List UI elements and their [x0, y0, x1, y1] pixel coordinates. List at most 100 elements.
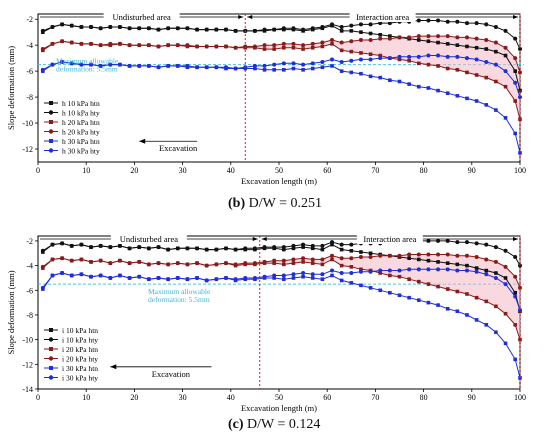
data-point — [98, 258, 103, 263]
data-point — [320, 257, 325, 262]
data-point — [474, 21, 479, 26]
data-point — [204, 263, 209, 268]
data-point — [484, 75, 489, 80]
data-point — [301, 47, 305, 51]
data-point — [50, 24, 55, 29]
data-point — [320, 44, 325, 49]
data-point — [494, 271, 498, 275]
data-point — [359, 283, 363, 288]
data-point — [518, 308, 522, 313]
data-point — [493, 62, 498, 67]
data-point — [518, 151, 522, 155]
data-point — [89, 62, 94, 67]
data-point — [223, 246, 228, 251]
data-point — [185, 26, 190, 31]
data-point — [108, 24, 113, 29]
arrow-head — [252, 237, 258, 241]
legend-marker — [48, 337, 54, 342]
data-point — [291, 257, 296, 262]
data-point — [358, 22, 363, 27]
data-point — [455, 43, 460, 47]
data-point — [426, 267, 431, 272]
y-tick-label: -14 — [22, 385, 33, 394]
data-point — [513, 357, 517, 362]
data-point — [301, 271, 306, 276]
data-point — [349, 49, 354, 54]
data-point — [339, 263, 344, 268]
data-point — [291, 45, 296, 50]
data-point — [455, 289, 460, 294]
legend-label: h 30 kPa hty — [62, 147, 100, 156]
data-point — [301, 274, 305, 279]
y-tick-label: -8 — [26, 93, 33, 102]
data-point — [69, 243, 74, 248]
data-point — [117, 243, 122, 248]
arrow-head — [513, 15, 518, 19]
data-point — [503, 282, 508, 287]
data-point — [60, 241, 65, 246]
x-tick-label: 80 — [420, 393, 428, 402]
data-point — [368, 254, 373, 259]
interaction-area-label: Interaction area — [356, 12, 409, 22]
data-point — [455, 68, 460, 72]
data-point — [50, 273, 55, 278]
data-point — [252, 261, 257, 266]
y-tick-label: -4 — [26, 41, 33, 50]
data-point — [464, 240, 469, 245]
data-point — [117, 258, 122, 263]
data-point — [301, 256, 306, 261]
y-tick-label: -6 — [26, 67, 33, 76]
arrow-head — [247, 15, 253, 19]
data-point — [50, 62, 55, 67]
data-point — [494, 108, 498, 112]
data-point — [455, 268, 460, 273]
data-point — [445, 34, 450, 39]
data-point — [349, 271, 354, 276]
data-point — [388, 34, 392, 38]
data-point — [436, 53, 441, 58]
data-point — [493, 245, 498, 250]
data-point — [436, 260, 440, 264]
data-point — [368, 37, 373, 42]
data-point — [388, 78, 392, 83]
data-point — [416, 18, 421, 23]
allowable-label-line2: deformation: 5.5mm — [148, 295, 210, 304]
data-point — [426, 238, 431, 243]
data-point — [330, 273, 334, 278]
data-point — [426, 53, 431, 58]
data-point — [503, 276, 508, 280]
data-point — [513, 80, 518, 85]
data-point — [330, 37, 335, 42]
data-point — [436, 303, 440, 307]
data-point — [465, 263, 469, 268]
data-point — [301, 260, 305, 264]
data-point — [378, 75, 383, 80]
data-point — [518, 285, 522, 290]
data-point — [89, 24, 94, 29]
data-point — [416, 61, 421, 66]
data-point — [368, 57, 373, 62]
data-point — [166, 262, 171, 267]
data-point — [426, 252, 431, 257]
data-point — [464, 268, 469, 273]
data-point — [368, 22, 373, 27]
data-point — [166, 43, 171, 48]
data-point — [339, 29, 344, 33]
data-point — [407, 295, 411, 300]
data-point — [339, 40, 344, 45]
data-point — [320, 277, 325, 281]
data-point — [146, 63, 151, 68]
data-point — [204, 27, 209, 32]
data-point — [79, 24, 84, 29]
label-backdrop — [356, 234, 423, 244]
data-point — [330, 57, 335, 62]
data-point — [378, 288, 383, 293]
data-point — [493, 24, 498, 29]
legend-label: i 10 kPa htn — [62, 326, 98, 335]
data-point — [358, 37, 363, 42]
data-point — [195, 27, 200, 32]
data-point — [465, 292, 469, 296]
data-point — [262, 259, 267, 264]
data-point — [272, 273, 277, 278]
data-point — [378, 32, 383, 37]
